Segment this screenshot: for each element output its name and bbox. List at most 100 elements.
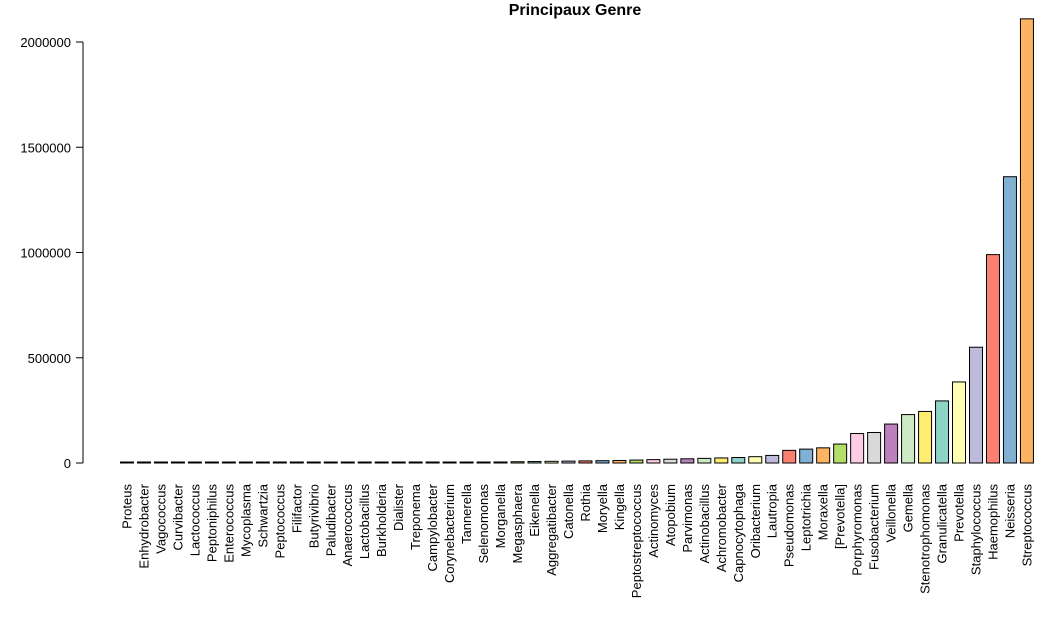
bar-staphylococcus (969, 346, 983, 464)
category-label: Lactococcus (187, 484, 202, 557)
category-label: Lactobacillus (357, 484, 372, 560)
category-label: Dialister (391, 483, 406, 531)
bar-morganella (493, 461, 508, 464)
bar-capnocytophaga (731, 457, 746, 464)
category-label: Enterococcus (221, 484, 236, 563)
bar-leptotrichia (799, 448, 814, 464)
category-label: Morganella (493, 483, 508, 548)
bar-prevotella (833, 443, 848, 464)
category-label: Neisseria (1002, 483, 1017, 538)
category-label: Kingella (612, 483, 627, 530)
bar-lautropia (765, 454, 780, 464)
category-label: Moraxella (816, 483, 831, 540)
y-tick-label: 1000000 (20, 246, 71, 261)
category-label: Selenomonas (476, 484, 491, 564)
bar-megasphaera (510, 461, 525, 464)
category-label: Mycoplasma (238, 483, 253, 557)
category-label: Moryella (595, 483, 610, 533)
y-tick-label: 2000000 (20, 35, 71, 50)
category-label: Campylobacter (425, 483, 440, 571)
category-label: Veillonella (884, 483, 899, 542)
category-label: Porphyromonas (850, 484, 865, 576)
category-label: Granulicatella (935, 483, 950, 563)
bar-peptostreptococcus (629, 459, 644, 464)
bar-corynebacterium (442, 461, 457, 464)
y-tick-label: 1500000 (20, 140, 71, 155)
category-label: Butyrivibrio (306, 484, 321, 548)
bar-anaerococcus (340, 461, 355, 464)
bar-enterococcus (221, 461, 236, 464)
bar-rothia (578, 460, 593, 464)
bar-lactobacillus (357, 461, 372, 464)
bar-fusobacterium (867, 431, 882, 464)
bar-curvibacter (170, 461, 185, 464)
category-labels: Proteus Enhydrobacter Vagococcus Curvibacte… (120, 483, 1035, 598)
category-label: Filifactor (289, 483, 304, 533)
bar-filifactor (289, 461, 304, 464)
bar-actinobacillus (697, 457, 712, 464)
bar-burkholderia (374, 461, 389, 464)
category-label: Eikenella (527, 483, 542, 537)
category-label: Curvibacter (170, 483, 185, 550)
bar-parvimonas (680, 458, 695, 464)
category-label: Actinomyces (646, 484, 661, 558)
bar-butyrivibrio (306, 461, 321, 464)
category-label: Lautropia (765, 483, 780, 538)
category-label: Prevotella (952, 483, 967, 542)
category-label: Aggregatibacter (544, 483, 559, 575)
bar-atopobium (663, 458, 678, 464)
bar-veillonella (884, 423, 899, 464)
category-label: Proteus (120, 484, 135, 529)
category-label: Peptococcus (272, 484, 287, 559)
bar-granulicatella (935, 400, 950, 464)
category-label: Capnocytophaga (731, 483, 746, 582)
category-label: Streptococcus (1019, 484, 1034, 567)
bar-prevotella (952, 381, 967, 464)
bar-pseudomonas (782, 449, 797, 464)
category-label: Leptotrichia (799, 483, 814, 551)
category-label: Megasphaera (510, 483, 525, 563)
bar-oribacterium (748, 456, 763, 464)
category-label: Peptoniphilus (204, 484, 219, 563)
y-tick-label: 0 (64, 456, 71, 471)
category-label: Schwartzia (255, 483, 270, 547)
category-label: Achromobacter (714, 483, 729, 572)
category-label: Stenotrophomonas (918, 484, 933, 594)
category-label: Fusobacterium (867, 484, 882, 570)
bar-neisseria (1002, 176, 1017, 464)
bar-stenotrophomonas (918, 410, 933, 464)
bar-porphyromonas (850, 433, 865, 464)
category-label: Tannerella (459, 483, 474, 544)
bar-peptococcus (272, 461, 287, 464)
bar-mycoplasma (238, 461, 253, 464)
category-label: Gemella (901, 483, 916, 532)
bar-aggregatibacter (544, 460, 559, 464)
bar-achromobacter (714, 457, 729, 464)
category-label: [Prevotella] (833, 484, 848, 549)
bars (120, 18, 1034, 464)
category-label: Parvimonas (680, 484, 695, 553)
bar-tannerella (459, 461, 474, 464)
bar-kingella (612, 459, 627, 464)
category-label: Paludibacter (323, 483, 338, 556)
category-label: Atopobium (663, 484, 678, 546)
category-label: Staphylococcus (969, 484, 984, 576)
bar-peptoniphilus (204, 461, 219, 464)
bar-paludibacter (323, 461, 338, 464)
bar-eikenella (527, 461, 542, 464)
category-label: Actinobacillus (697, 484, 712, 564)
category-label: Rothia (578, 483, 593, 521)
category-label: Burkholderia (374, 483, 389, 557)
bar-streptococcus (1019, 18, 1034, 464)
bar-treponema (408, 461, 423, 464)
chart-title: Principaux Genre (509, 2, 642, 19)
category-label: Treponema (408, 483, 423, 550)
category-label: Corynebacterium (442, 484, 457, 583)
category-label: Enhydrobacter (136, 483, 151, 568)
bar-lactococcus (187, 461, 202, 464)
category-label: Peptostreptococcus (629, 484, 644, 599)
bar-moryella (595, 460, 610, 464)
category-label: Pseudomonas (782, 484, 797, 568)
bar-gemella (901, 414, 916, 464)
